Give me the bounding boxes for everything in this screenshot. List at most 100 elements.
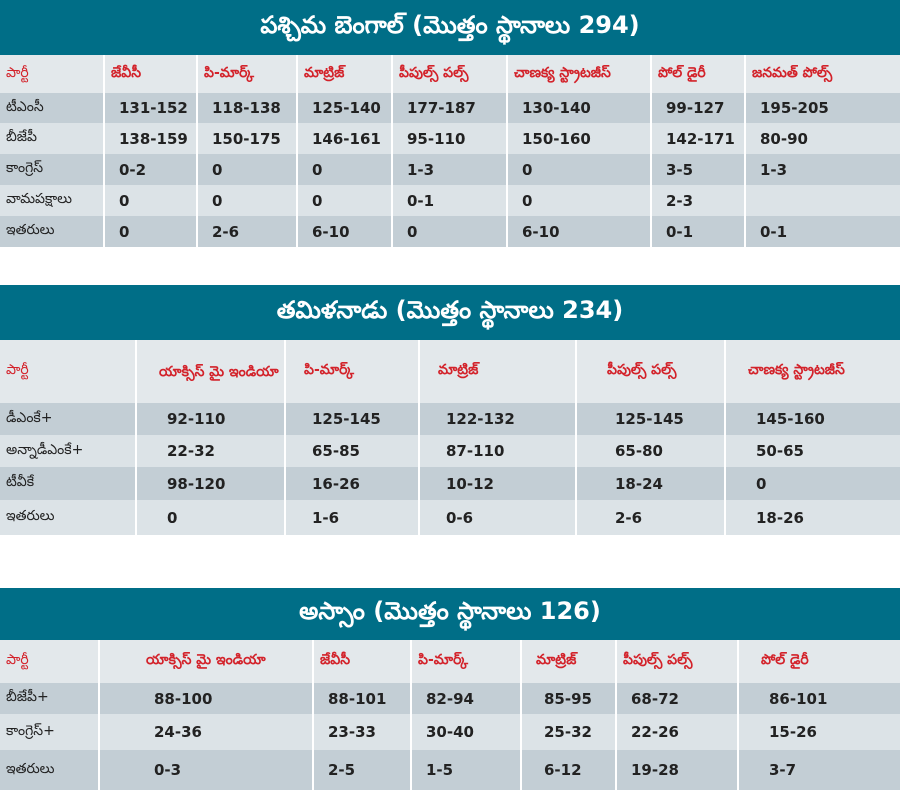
pollster-column-header: జేవీసీ <box>103 55 197 93</box>
table-tamil-nadu: తమిళనాడు (మొత్తం స్థానాలు 234) పార్టీ యాక్… <box>0 285 900 535</box>
party-column-header: పార్టీ <box>0 55 104 93</box>
seat-range: 142-171 <box>650 123 745 154</box>
table-west-bengal: పశ్చిమ బెంగాల్ (మొత్తం స్థానాలు 294) పార్… <box>0 0 900 247</box>
pollster-column-header: చాణక్య స్ట్రాటజీస్ <box>506 55 651 93</box>
seat-range: 22-26 <box>615 714 738 750</box>
table-row: ఇతరులు 0-3 2-5 1-5 6-12 19-28 3-7 <box>0 750 900 790</box>
table-row: డీఎంకే+ 92-110 125-145 122-132 125-145 145-16… <box>0 403 900 435</box>
table-row: బీజేపీ 138-159 150-175 146-161 95-110 150-160… <box>0 123 900 154</box>
seat-range: 0 <box>296 185 392 216</box>
seat-range: 86-101 <box>737 683 900 714</box>
table-row: ఇతరులు 0 2-6 6-10 0 6-10 0-1 0-1 <box>0 216 900 247</box>
table-row: కాంగ్రెస్ 0-2 0 0 1-3 0 3-5 1-3 <box>0 154 900 185</box>
table-title: తమిళనాడు (మొత్తం స్థానాలు 234) <box>0 285 900 340</box>
pollster-column-header: మాట్రిజ్ <box>418 340 576 403</box>
pollster-column-header: జేవీసీ <box>312 640 411 683</box>
seat-range: 1-6 <box>284 500 419 535</box>
party-name: కాంగ్రెస్+ <box>0 714 99 750</box>
table-row: టీఎంసీ 131-152 118-138 125-140 177-187 130-14… <box>0 93 900 123</box>
seat-range: 6-10 <box>296 216 392 247</box>
seat-range: 0 <box>724 467 900 500</box>
seat-range: 30-40 <box>410 714 521 750</box>
seat-range: 16-26 <box>284 467 419 500</box>
seat-range: 18-24 <box>575 467 725 500</box>
party-name: టీవీకే <box>0 467 136 500</box>
seat-range: 10-12 <box>418 467 576 500</box>
results-table: పార్టీ జేవీసీ పి-మార్క్ మాట్రిజ్ పీపుల్స్ పల… <box>0 55 900 247</box>
party-name: టీఎంసీ <box>0 93 104 123</box>
pollster-column-header: పోల్ డైరీ <box>737 640 900 683</box>
party-name: డీఎంకే+ <box>0 403 136 435</box>
seat-range: 65-80 <box>575 435 725 467</box>
seat-range: 122-132 <box>418 403 576 435</box>
party-name: ఇతరులు <box>0 500 136 535</box>
pollster-column-header: యాక్సిస్ మై ఇండియా <box>135 340 285 403</box>
pollster-column-header: పీపుల్స్ పల్స్ <box>575 340 725 403</box>
seat-range: 0 <box>196 185 297 216</box>
seat-range: 98-120 <box>135 467 285 500</box>
seat-range: 138-159 <box>103 123 197 154</box>
seat-range: 2-6 <box>196 216 297 247</box>
seat-range: 125-145 <box>575 403 725 435</box>
pollster-column-header: యాక్సిస్ మై ఇండియా <box>98 640 313 683</box>
seat-range: 22-32 <box>135 435 285 467</box>
seat-range: 177-187 <box>391 93 507 123</box>
party-name: అన్నాడీఎంకే+ <box>0 435 136 467</box>
pollster-column-header: పోల్ డైరీ <box>650 55 745 93</box>
seat-range: 15-26 <box>737 714 900 750</box>
party-column-header: పార్టీ <box>0 340 136 403</box>
seat-range: 2-6 <box>575 500 725 535</box>
seat-range: 3-5 <box>650 154 745 185</box>
seat-range: 6-12 <box>520 750 616 790</box>
table-row: టీవీకే 98-120 16-26 10-12 18-24 0 <box>0 467 900 500</box>
seat-range: 0-1 <box>744 216 900 247</box>
seat-range: 0-2 <box>103 154 197 185</box>
seat-range: 92-110 <box>135 403 285 435</box>
seat-range: 50-65 <box>724 435 900 467</box>
seat-range: 125-145 <box>284 403 419 435</box>
seat-range: 0-6 <box>418 500 576 535</box>
table-row: ఇతరులు 0 1-6 0-6 2-6 18-26 <box>0 500 900 535</box>
results-table: పార్టీ యాక్సిస్ మై ఇండియా జేవీసీ పి-మార్క్ మ… <box>0 640 900 790</box>
table-row: అన్నాడీఎంకే+ 22-32 65-85 87-110 65-80 50-65 <box>0 435 900 467</box>
party-name: వామపక్షాలు <box>0 185 104 216</box>
header-row: పార్టీ యాక్సిస్ మై ఇండియా పి-మార్క్ మాట్రిజ… <box>0 340 900 403</box>
header-row: పార్టీ యాక్సిస్ మై ఇండియా జేవీసీ పి-మార్క్ మ… <box>0 640 900 683</box>
seat-range: 2-5 <box>312 750 411 790</box>
table-title: పశ్చిమ బెంగాల్ (మొత్తం స్థానాలు 294) <box>0 0 900 55</box>
seat-range: 0 <box>506 185 651 216</box>
party-name: బీజేపీ <box>0 123 104 154</box>
seat-range: 0-1 <box>391 185 507 216</box>
seat-range: 68-72 <box>615 683 738 714</box>
results-table: పార్టీ యాక్సిస్ మై ఇండియా పి-మార్క్ మాట్రిజ… <box>0 340 900 535</box>
table-row: బీజేపీ+ 88-100 88-101 82-94 85-95 68-72 86-101 <box>0 683 900 714</box>
table-assam: అస్సాం (మొత్తం స్థానాలు 126) పార్టీ యాక్సి… <box>0 588 900 790</box>
seat-range: 0 <box>506 154 651 185</box>
pollster-column-header: మాట్రిజ్ <box>520 640 616 683</box>
header-row: పార్టీ జేవీసీ పి-మార్క్ మాట్రిజ్ పీపుల్స్ పల… <box>0 55 900 93</box>
seat-range: 87-110 <box>418 435 576 467</box>
seat-range: 6-10 <box>506 216 651 247</box>
party-name: ఇతరులు <box>0 216 104 247</box>
seat-range: 19-28 <box>615 750 738 790</box>
seat-range: 80-90 <box>744 123 900 154</box>
seat-range: 150-175 <box>196 123 297 154</box>
seat-range: 0 <box>296 154 392 185</box>
seat-range: 1-3 <box>391 154 507 185</box>
seat-range: 1-3 <box>744 154 900 185</box>
seat-range: 0 <box>103 185 197 216</box>
party-name: ఇతరులు <box>0 750 99 790</box>
seat-range <box>744 185 900 216</box>
seat-range: 125-140 <box>296 93 392 123</box>
seat-range: 24-36 <box>98 714 313 750</box>
seat-range: 118-138 <box>196 93 297 123</box>
seat-range: 88-101 <box>312 683 411 714</box>
seat-range: 25-32 <box>520 714 616 750</box>
pollster-column-header: పి-మార్క్ <box>410 640 521 683</box>
seat-range: 88-100 <box>98 683 313 714</box>
seat-range: 82-94 <box>410 683 521 714</box>
seat-range: 145-160 <box>724 403 900 435</box>
seat-range: 130-140 <box>506 93 651 123</box>
table-row: వామపక్షాలు 0 0 0 0-1 0 2-3 <box>0 185 900 216</box>
pollster-column-header: పి-మార్క్ <box>284 340 419 403</box>
